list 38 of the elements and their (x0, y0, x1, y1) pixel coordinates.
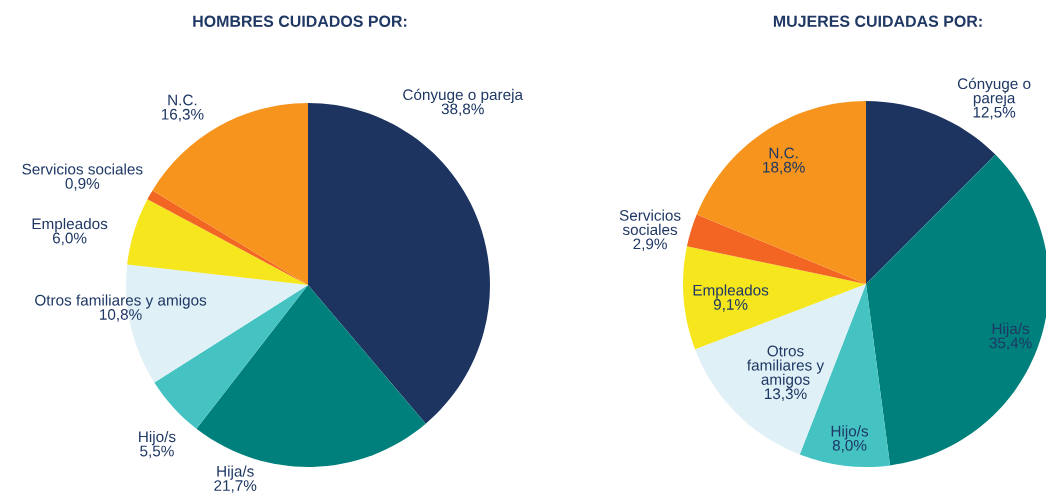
data-label: 12,5% (973, 106, 1016, 120)
chart-title: HOMBRES CUIDADOS POR: (193, 15, 407, 27)
data-label: 16,3% (161, 108, 204, 122)
slice-label: Hijo/s (831, 425, 869, 440)
data-label: 18,8% (763, 161, 805, 175)
pie-slice (154, 285, 308, 429)
slice-label: Servicios sociales (619, 209, 681, 236)
data-label: 6,0% (52, 232, 87, 246)
slice-label: Cónyuge o pareja (403, 88, 524, 104)
pie-slice (308, 103, 490, 424)
pie-slice (696, 101, 866, 284)
pie-slice (695, 284, 866, 455)
data-label: 2,9% (633, 238, 667, 252)
pie-slice (127, 199, 308, 285)
data-label: 35,4% (989, 337, 1032, 351)
pie-slice (866, 154, 1046, 466)
slice-label: Hija/s (992, 322, 1030, 338)
data-label: 8,0% (832, 439, 867, 453)
slice-label: Hija/s (217, 465, 254, 480)
pie-slice (686, 214, 866, 284)
pie-slice (147, 190, 308, 285)
data-label: 5,5% (140, 445, 174, 459)
data-label: 13,3% (764, 388, 807, 401)
chart-title: MUJERES CUIDADAS POR: (773, 15, 982, 27)
slice-label: Cónyuge o pareja (957, 77, 1031, 107)
slice-label: Otros familiares y amigos (747, 345, 825, 388)
slice-label: N.C. (168, 94, 197, 106)
slice-label: Servicios sociales (22, 163, 143, 175)
data-label: 21,7% (214, 480, 257, 493)
slice-label: N.C. (769, 147, 798, 159)
slice-label: Empleados (693, 284, 769, 299)
slice-label: Empleados (32, 217, 108, 233)
data-label: 0,9% (65, 178, 100, 191)
data-label: 38,8% (441, 103, 484, 117)
data-label: 9,1% (713, 299, 748, 312)
slice-label: Hijo/s (139, 430, 176, 446)
data-label: 10,8% (100, 309, 142, 322)
slice-label: Otros familiares y amigos (35, 294, 207, 309)
